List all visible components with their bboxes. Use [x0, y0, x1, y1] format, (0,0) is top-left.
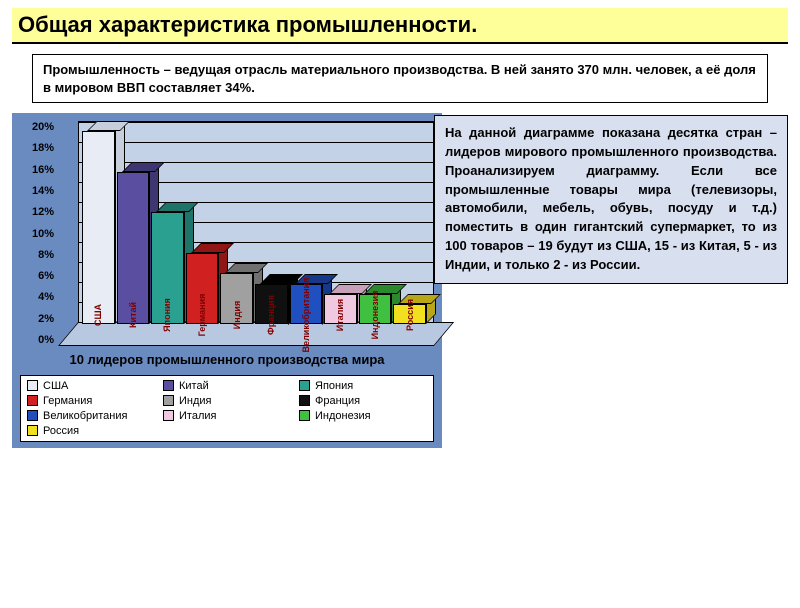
- page-title: Общая характеристика промышленности.: [18, 12, 782, 38]
- legend-swatch: [27, 425, 38, 436]
- chart-area: 20%18%16%14%12%10%8%6%4%2%0% СШАКитайЯпо…: [12, 113, 442, 448]
- bar: Великобритания: [290, 121, 323, 324]
- legend-swatch: [299, 395, 310, 406]
- legend-label: Индия: [179, 395, 212, 407]
- legend-swatch: [27, 395, 38, 406]
- y-tick: 4%: [38, 291, 54, 303]
- y-axis: 20% 18% 16% 14% 12% 10% 8% 6% 4% 2% 0%: [20, 121, 58, 346]
- bar-label: Индия: [232, 301, 242, 329]
- bar-label: Япония: [162, 298, 172, 332]
- legend-item: Италия: [163, 410, 291, 422]
- bar: Япония: [151, 121, 184, 324]
- bar: Индия: [220, 121, 253, 324]
- content-row: 20%18%16%14%12%10%8%6%4%2%0% СШАКитайЯпо…: [0, 113, 800, 448]
- chart-title: 10 лидеров промышленного производства ми…: [20, 352, 434, 369]
- legend-label: Франция: [315, 395, 360, 407]
- legend-label: Великобритания: [43, 410, 127, 422]
- description-box: На данной диаграмме показана десятка стр…: [434, 115, 788, 284]
- y-tick: 8%: [38, 249, 54, 261]
- legend-item: Китай: [163, 380, 291, 392]
- intro-box: Промышленность – ведущая отрасль материа…: [32, 54, 768, 103]
- chart-floor: [58, 322, 454, 346]
- bar-label: США: [93, 304, 103, 326]
- legend-label: США: [43, 380, 68, 392]
- legend: США Китай Япония Германия Индия Франция Велико…: [20, 375, 434, 442]
- y-tick: 18%: [32, 142, 54, 154]
- y-tick: 14%: [32, 185, 54, 197]
- legend-swatch: [299, 410, 310, 421]
- bar-label: Великобритания: [301, 278, 311, 353]
- legend-label: Индонезия: [315, 410, 371, 422]
- legend-swatch: [299, 380, 310, 391]
- bar: Индонезия: [359, 121, 392, 324]
- bar: Италия: [324, 121, 357, 324]
- legend-label: Япония: [315, 380, 353, 392]
- bar: Россия: [393, 121, 426, 324]
- bar: США: [82, 121, 115, 324]
- legend-label: Россия: [43, 425, 79, 437]
- y-tick: 12%: [32, 206, 54, 218]
- legend-item: Япония: [299, 380, 427, 392]
- y-tick: 10%: [32, 228, 54, 240]
- bars-container: США КитайЯпонияГерманияИндияФранцияВелико…: [78, 121, 430, 324]
- bar-label: Китай: [128, 302, 138, 328]
- plot-3d: СШАКитайЯпонияГерманияИндияФранцияВелико…: [58, 121, 434, 346]
- bar-label: Германия: [197, 294, 207, 337]
- legend-item: Франция: [299, 395, 427, 407]
- legend-label: Италия: [179, 410, 216, 422]
- bar: Китай: [117, 121, 150, 324]
- y-tick: 2%: [38, 313, 54, 325]
- legend-swatch: [27, 410, 38, 421]
- legend-item: Россия: [27, 425, 155, 437]
- bar-label: Франция: [266, 295, 276, 335]
- legend-label: Китай: [179, 380, 209, 392]
- legend-item: Индонезия: [299, 410, 427, 422]
- legend-swatch: [163, 410, 174, 421]
- y-tick: 16%: [32, 164, 54, 176]
- legend-item: Германия: [27, 395, 155, 407]
- bar: Германия: [186, 121, 219, 324]
- legend-item: США: [27, 380, 155, 392]
- y-tick: 20%: [32, 121, 54, 133]
- legend-item: Индия: [163, 395, 291, 407]
- legend-swatch: [27, 380, 38, 391]
- bar-label: Италия: [335, 299, 345, 331]
- title-bar: Общая характеристика промышленности.: [12, 8, 788, 44]
- chart-plot: 20%18%16%14%12%10%8%6%4%2%0% СШАКитайЯпо…: [20, 121, 434, 346]
- y-tick: 6%: [38, 270, 54, 282]
- legend-swatch: [163, 380, 174, 391]
- bar-label: Россия: [405, 299, 415, 331]
- bar: Франция: [255, 121, 288, 324]
- legend-label: Германия: [43, 395, 92, 407]
- bar-label: Индонезия: [370, 291, 380, 340]
- y-tick: 0%: [38, 334, 54, 346]
- legend-swatch: [163, 395, 174, 406]
- legend-item: Великобритания: [27, 410, 155, 422]
